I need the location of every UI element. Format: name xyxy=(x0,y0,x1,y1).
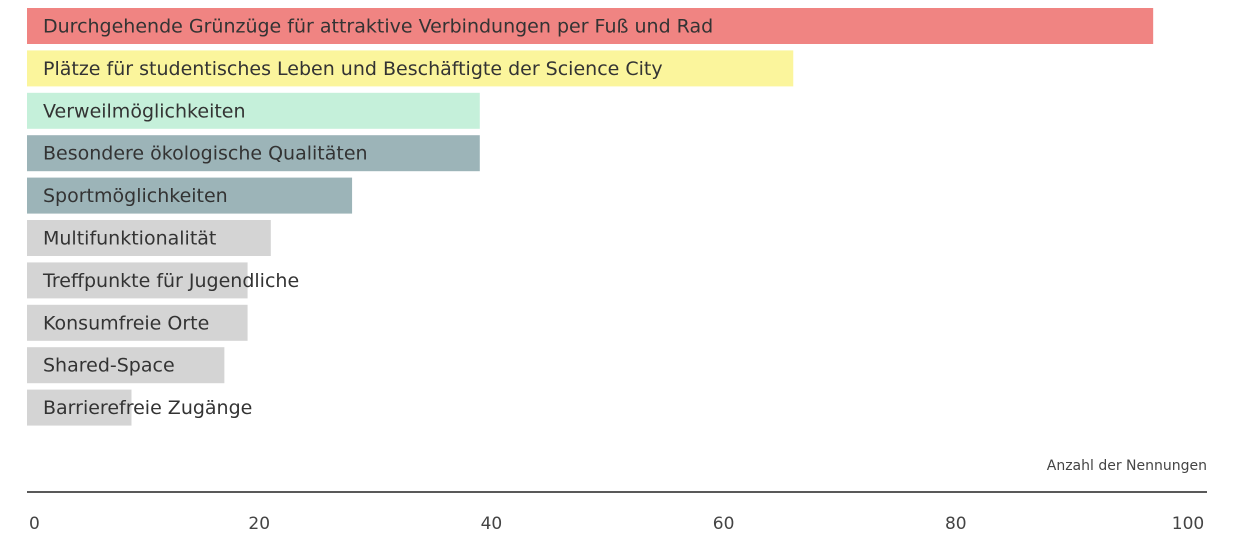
category-label: Konsumfreie Orte xyxy=(43,312,209,334)
bar xyxy=(27,8,1154,44)
category-label: Barrierefreie Zugänge xyxy=(43,397,252,419)
category-label: Durchgehende Grünzüge für attraktive Ver… xyxy=(43,16,713,38)
x-tick-label: 40 xyxy=(481,514,503,534)
category-label: Verweilmöglichkeiten xyxy=(43,100,246,122)
bar xyxy=(27,389,132,426)
x-axis-label: Anzahl der Nennungen xyxy=(1047,458,1207,474)
category-label: Besondere ökologische Qualitäten xyxy=(43,143,368,165)
x-tick-label: 80 xyxy=(945,514,967,534)
bar xyxy=(27,304,248,341)
bar xyxy=(27,262,248,299)
bar xyxy=(27,135,480,172)
bar xyxy=(27,220,271,256)
x-tick-label: 0 xyxy=(29,514,40,534)
bar xyxy=(27,92,480,129)
x-tick-label: 100 xyxy=(1172,514,1204,534)
x-tick-label: 60 xyxy=(713,514,735,534)
x-tick-label: 20 xyxy=(248,514,270,534)
category-label: Plätze für studentisches Leben und Besch… xyxy=(43,58,663,80)
bar xyxy=(27,177,353,214)
category-label: Shared-Space xyxy=(43,355,175,377)
category-label: Treffpunkte für Jugendliche xyxy=(42,270,299,292)
bar xyxy=(27,347,225,384)
category-label: Multifunktionalität xyxy=(43,228,216,250)
category-label: Sportmöglichkeiten xyxy=(43,185,228,207)
bar xyxy=(27,50,794,87)
